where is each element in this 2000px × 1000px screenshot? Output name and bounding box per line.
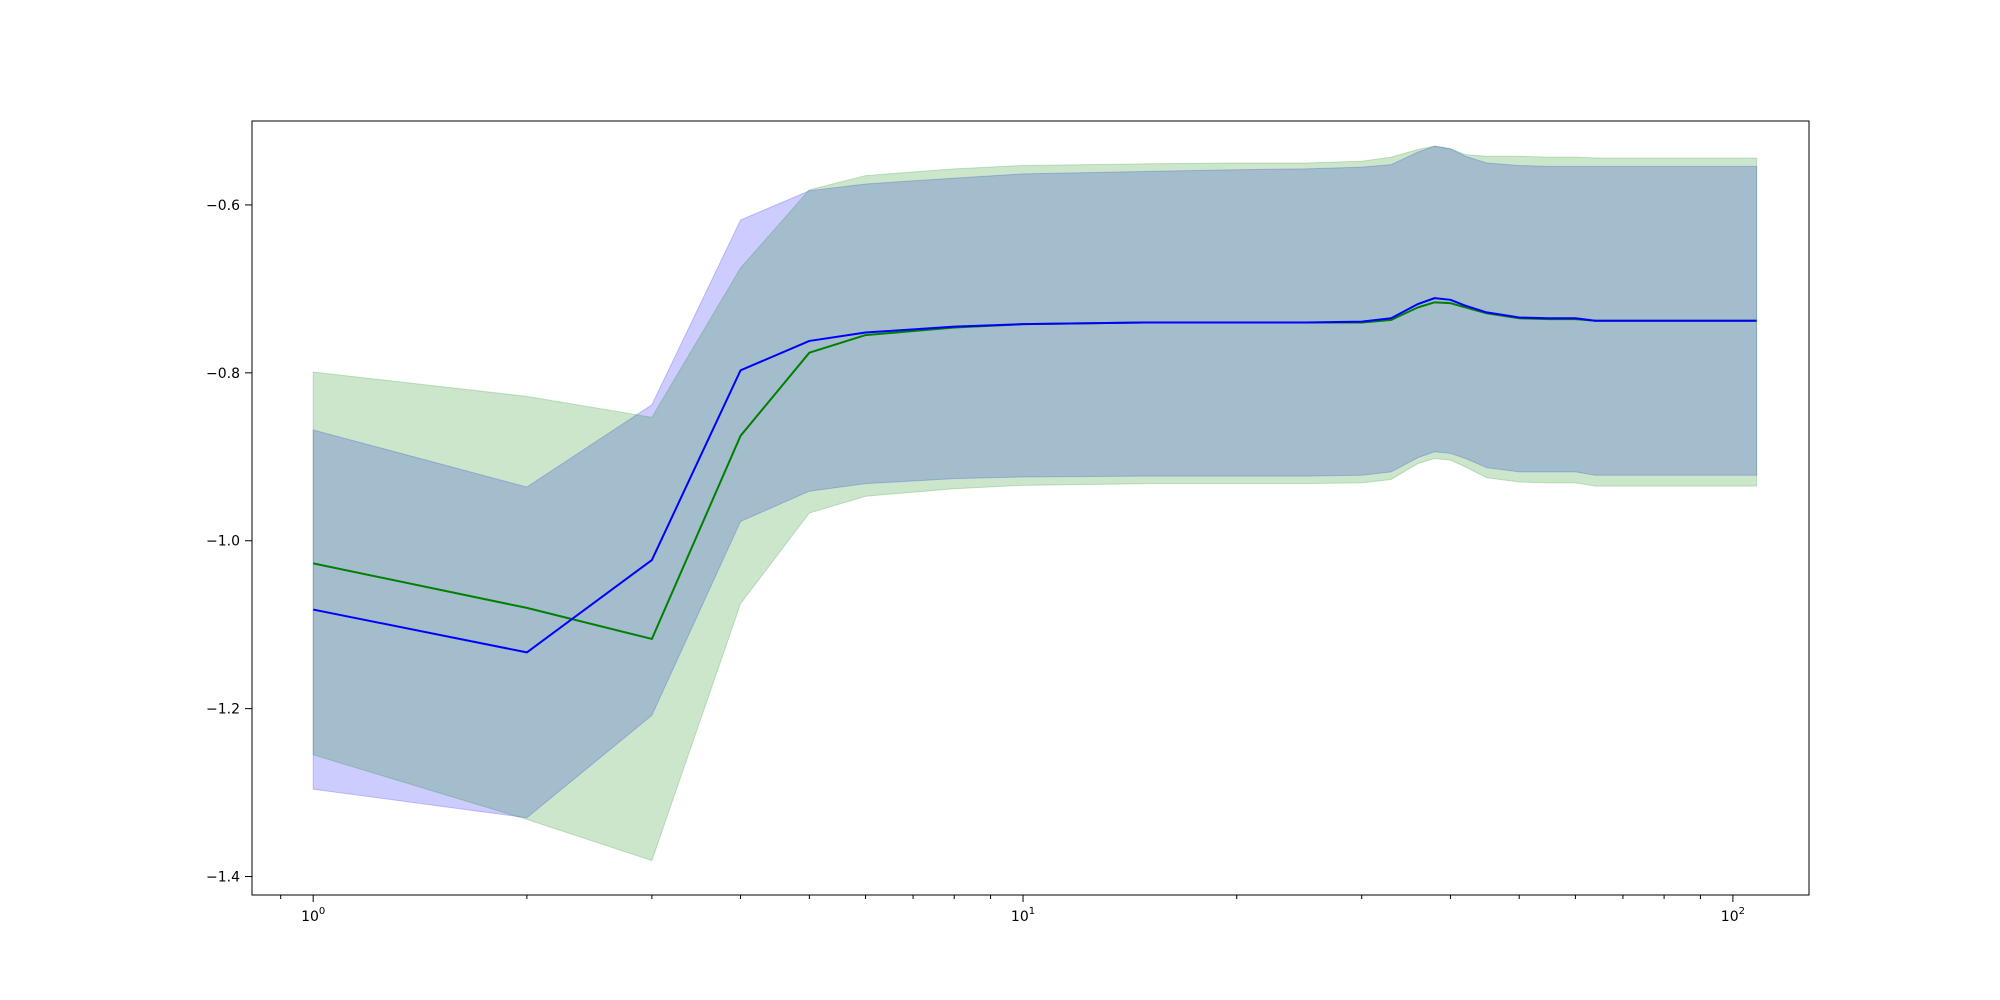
x-tick-label: 100 — [301, 906, 325, 925]
y-tick-label: −0.6 — [206, 198, 240, 214]
series-lines — [312, 297, 1757, 654]
y-tick-label: −0.8 — [206, 366, 240, 382]
y-tick-label: −1.0 — [206, 534, 240, 550]
band-series-1 — [312, 145, 1758, 862]
y-tick-label: −1.2 — [206, 702, 240, 718]
x-tick-label: 102 — [1721, 906, 1745, 925]
y-axis: −0.6 −0.8 −1.0 −1.2 −1.4 — [206, 198, 252, 886]
line-series-0 — [312, 297, 1757, 654]
x-axis: 100 101 102 — [280, 895, 1745, 925]
x-tick-label: 101 — [1011, 906, 1035, 925]
y-tick-label: −1.4 — [206, 870, 240, 886]
band-series-0 — [312, 145, 1758, 819]
confidence-bands — [312, 145, 1758, 862]
plot-frame — [251, 120, 1810, 896]
